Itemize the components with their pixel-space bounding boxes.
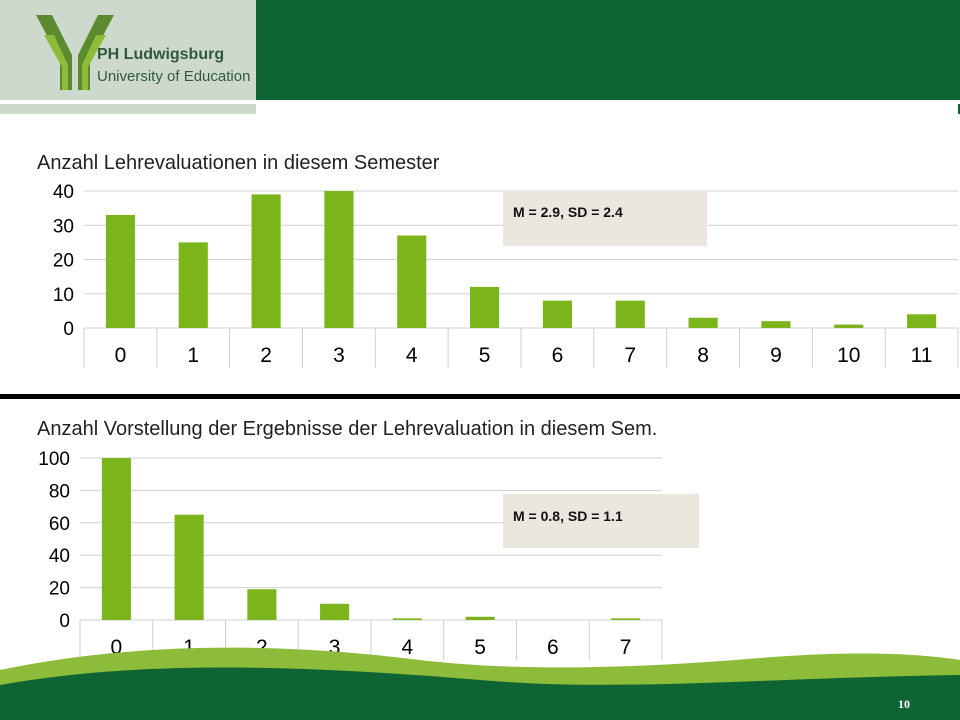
chart2-title: Anzahl Vorstellung der Ergebnisse der Le… — [37, 418, 658, 440]
chart1-bar — [324, 191, 354, 328]
chart1-title: Anzahl Lehrevaluationen in diesem Semest… — [37, 152, 440, 174]
chart1-x-tick-label: 8 — [697, 344, 709, 367]
chart1-x-tick-label: 3 — [333, 344, 345, 367]
chart2-bar — [465, 616, 495, 620]
page-title: Ergebnisse Fragebogenerhebung 1 — [282, 64, 806, 93]
footer-wave — [0, 647, 960, 720]
chart2-y-tick-label: 40 — [49, 546, 70, 567]
logo-text-line2: University of Education — [97, 68, 251, 85]
chart2-x-tick-label: 3 — [329, 636, 341, 659]
chart1-y-tick-label: 0 — [63, 319, 74, 340]
chart1-bar — [470, 286, 500, 328]
chart1-x-tick-label: 11 — [911, 344, 933, 367]
chart2-svg: 0 20 40 60 80 100 0 1 2 3 4 5 6 7 — [38, 449, 663, 660]
chart1-x-tick-label: 1 — [187, 344, 199, 367]
chart1-x-tick-label: 6 — [552, 344, 564, 367]
chart1-bar — [907, 314, 937, 328]
chart1-x-tick-label: 2 — [260, 344, 272, 367]
chart1-x-tick-label: 0 — [115, 344, 127, 367]
chart1-bar — [761, 321, 791, 328]
header: PH Ludwigsburg University of Education E… — [0, 0, 960, 118]
chart2-y-tick-label: 0 — [59, 611, 70, 632]
chart1-y-tick-label: 10 — [53, 285, 74, 306]
chart1-x-tick-label: 7 — [624, 344, 636, 367]
chart1-bar — [542, 300, 572, 328]
chart1-svg: 0 10 20 30 40 0 1 2 3 4 5 6 7 8 9 10 11 — [53, 182, 959, 368]
chart2-stats-box: M = 0.8, SD = 1.1 — [503, 494, 699, 548]
chart1-bar — [105, 214, 135, 328]
chart1-bar — [397, 235, 427, 328]
chart2-x-tick-label: 0 — [111, 636, 123, 659]
chart2-bar — [392, 618, 422, 620]
chart2-y-tick-label: 100 — [38, 449, 70, 470]
chart2-bar — [611, 618, 641, 620]
chart2-x-tick-label: 2 — [256, 636, 268, 659]
chart1-y-tick-label: 30 — [53, 216, 74, 237]
logo: PH Ludwigsburg University of Education — [0, 0, 256, 100]
header-banner — [256, 0, 960, 100]
chart1-x-tick-label: 4 — [406, 344, 418, 367]
university-logo-icon — [36, 15, 114, 90]
chart2-bar — [247, 589, 277, 620]
chart2-bar — [320, 603, 350, 620]
chart1-x-tick-label: 10 — [837, 344, 860, 367]
chart1-x-tick-label: 9 — [770, 344, 782, 367]
chart2-y-tick-label: 60 — [49, 514, 70, 535]
chart2-x-tick-label: 7 — [620, 636, 632, 659]
chart2-y-tick-label: 80 — [49, 481, 70, 502]
chart1-bar — [178, 242, 208, 328]
chart2-x-tick-label: 4 — [402, 636, 414, 659]
chart1-bar — [688, 317, 718, 328]
chart2-bar — [101, 458, 131, 620]
chart1-x-tick-label: 5 — [479, 344, 491, 367]
chart2-x-tick-label: 6 — [547, 636, 559, 659]
section-divider — [0, 394, 960, 399]
chart1-bar — [834, 324, 864, 328]
page-number: 10 — [898, 697, 910, 711]
chart2-y-tick-label: 20 — [49, 579, 70, 600]
logo-text-line1: PH Ludwigsburg — [97, 46, 225, 63]
chart1-y-tick-label: 20 — [53, 251, 74, 272]
chart2-bar — [174, 514, 204, 620]
chart1-bar — [251, 194, 281, 328]
chart1-bar — [615, 300, 645, 328]
chart2-x-tick-label: 1 — [183, 636, 195, 659]
chart1-y-tick-label: 40 — [53, 182, 74, 203]
header-stripe-left — [0, 104, 256, 114]
chart1-stats-box: M = 2.9, SD = 2.4 — [503, 192, 707, 246]
chart2-x-tick-label: 5 — [474, 636, 486, 659]
header-stripe-right — [958, 104, 960, 114]
